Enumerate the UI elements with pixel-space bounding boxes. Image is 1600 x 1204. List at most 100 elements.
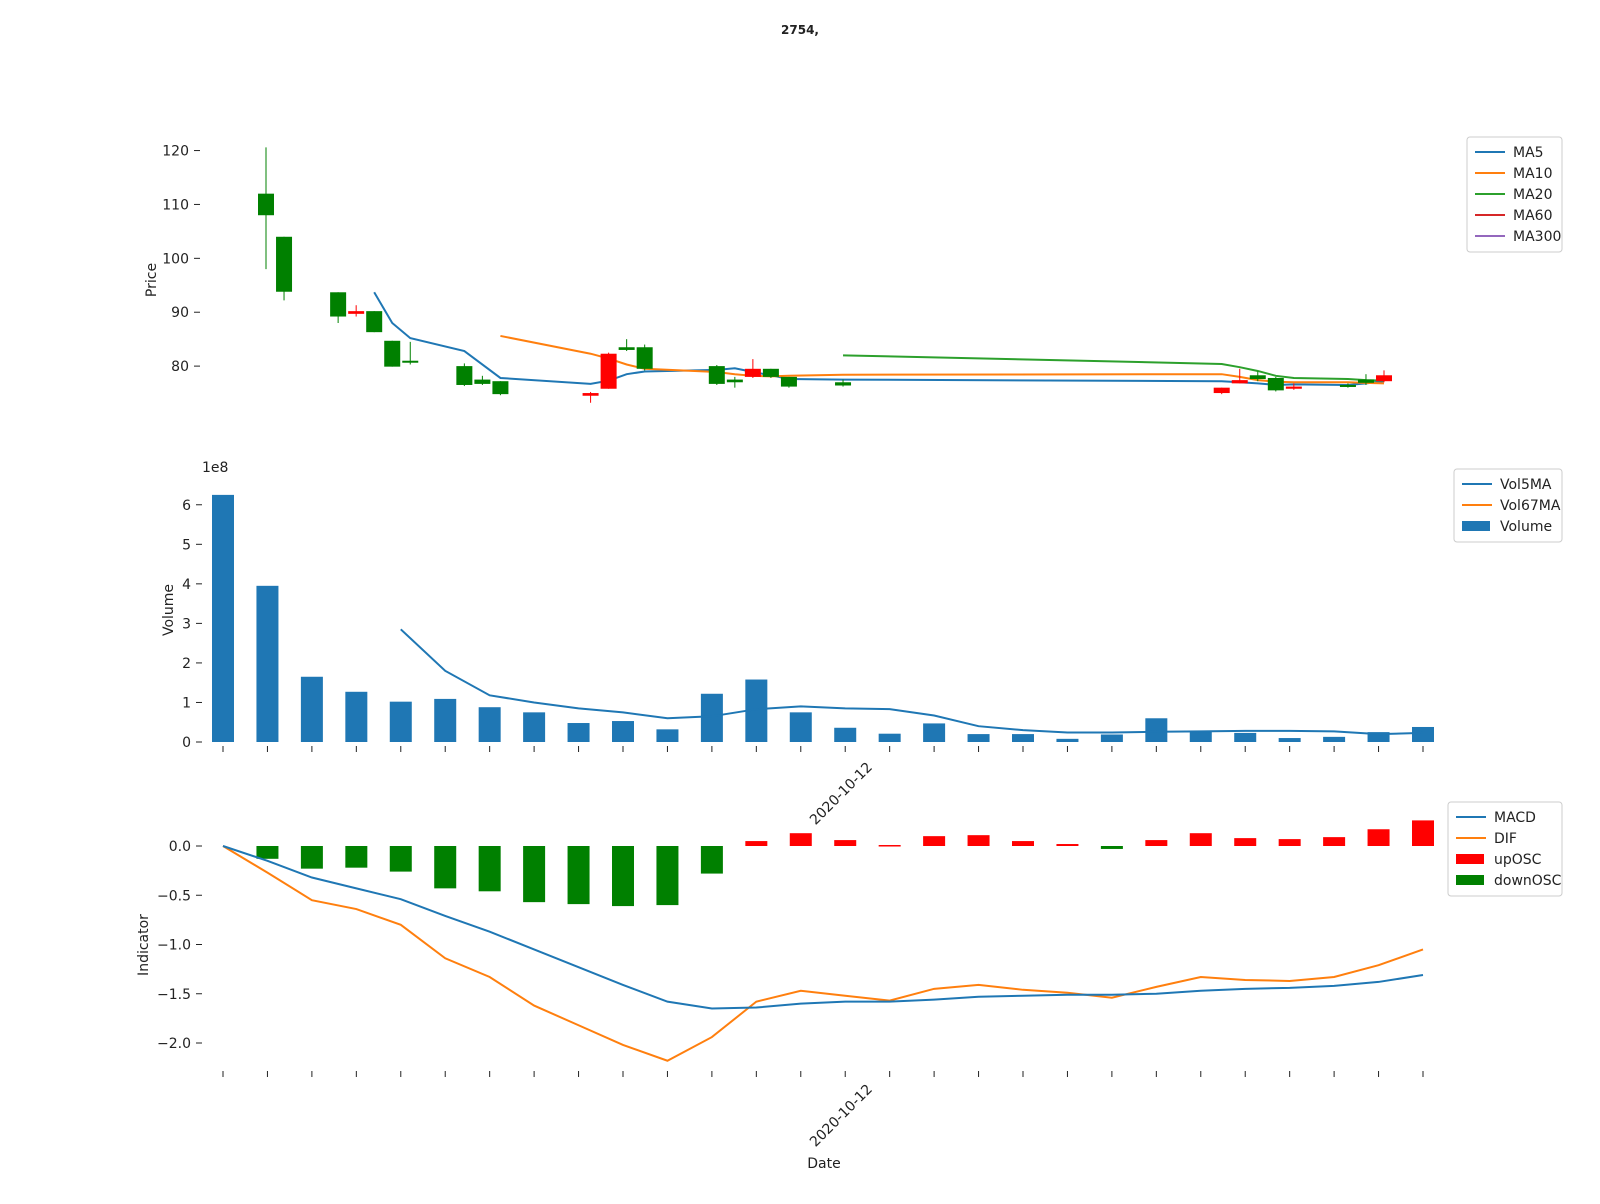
- price-candles: [258, 147, 1392, 403]
- volume-bar: [478, 707, 501, 742]
- volume-bar: [923, 723, 946, 742]
- indicator-y-tick-label: −0.5: [157, 888, 191, 904]
- up-osc-bar: [967, 835, 990, 846]
- candle-body: [474, 379, 491, 384]
- candle-body: [780, 376, 797, 387]
- up-osc-bar: [789, 833, 812, 846]
- volume-y-tick-label: 0: [182, 735, 191, 751]
- ma-line-ma5: [373, 291, 1385, 386]
- candle-body: [258, 193, 274, 216]
- candle-body: [1267, 377, 1284, 391]
- volume-offset-label: 1e8: [202, 460, 228, 476]
- volume-y-tick-label: 1: [182, 695, 191, 711]
- indicator-y-tick-label: 0.0: [169, 839, 191, 855]
- volume-y-tick-label: 2: [182, 656, 191, 672]
- candle-body: [456, 366, 473, 385]
- volume-bar: [523, 712, 546, 742]
- volume-bar: [1012, 734, 1034, 742]
- candle-body: [1339, 384, 1356, 387]
- candle-body: [1357, 379, 1374, 383]
- candle-body: [492, 381, 509, 395]
- down-osc-bar: [567, 846, 590, 905]
- legend-frame: [1466, 136, 1563, 253]
- up-osc-bar: [1278, 839, 1301, 846]
- candle-body: [330, 292, 347, 317]
- volume-bar: [612, 721, 634, 742]
- legend-label-volume: Volume: [1500, 519, 1552, 535]
- volume-bar: [789, 712, 812, 742]
- candle-body: [1249, 375, 1266, 380]
- candle-body: [618, 347, 635, 350]
- indicator-y-axis: 0.0 −0.5 −1.0 −1.5 −2.0: [157, 839, 202, 1052]
- down-osc-bar: [345, 846, 368, 868]
- up-osc-bar: [1234, 838, 1257, 846]
- up-osc-bar: [878, 845, 901, 847]
- legend-label-ma5: MA5: [1513, 145, 1544, 161]
- volume-y-label: Volume: [161, 584, 177, 636]
- volume-x-axis: [222, 746, 1424, 752]
- volume-bar: [1323, 736, 1346, 742]
- up-osc-bar: [1056, 844, 1079, 846]
- volume-bar: [300, 676, 323, 742]
- candle-body: [835, 382, 852, 386]
- volume-bar: [434, 698, 457, 742]
- volume-bar: [1145, 718, 1168, 742]
- volume-y-tick-label: 4: [182, 577, 191, 593]
- volume-y-tick-label: 5: [182, 537, 191, 553]
- price-y-axis: 80 90 100 110 120: [162, 144, 200, 375]
- volume-bar: [1367, 732, 1390, 742]
- indicator-legend: MACD DIF upOSC downOSC: [1447, 801, 1563, 897]
- volume-bar: [567, 723, 590, 742]
- price-legend: MA5 MA10 MA20 MA60 MA300: [1466, 136, 1563, 253]
- up-osc-bar: [1189, 833, 1212, 846]
- up-osc-bar: [1323, 837, 1346, 846]
- volume-bar: [212, 494, 234, 742]
- dif-line: [222, 845, 1424, 1062]
- legend-label-ma60: MA60: [1513, 208, 1552, 224]
- indicator-lines: [222, 845, 1424, 1062]
- osc-bars: [256, 820, 1434, 907]
- down-osc-bar: [434, 846, 457, 889]
- volume-bar: [1100, 734, 1123, 742]
- volume-bar: [878, 733, 901, 742]
- candle-body: [1376, 375, 1392, 382]
- candle-body: [582, 393, 599, 396]
- indicator-x-axis: [222, 1071, 1424, 1077]
- candle-body: [402, 360, 419, 363]
- chart-title: 2754,: [781, 23, 819, 37]
- candle-body: [366, 311, 383, 333]
- candle-body: [708, 366, 725, 384]
- volume-bar: [256, 585, 279, 742]
- macd-line: [222, 845, 1424, 1010]
- volume-legend: Vol5MA Vol67MA Volume: [1453, 468, 1563, 543]
- price-y-tick-label: 80: [171, 359, 189, 375]
- legend-swatch-uposc: [1456, 854, 1484, 864]
- indicator-date-tick-label: 2020-10-12: [807, 1082, 876, 1151]
- legend-label-downosc: downOSC: [1494, 873, 1562, 889]
- price-ma-lines: [373, 291, 1385, 386]
- down-osc-bar: [256, 846, 279, 859]
- indicator-y-label: Indicator: [136, 914, 152, 976]
- legend-swatch-volume: [1462, 521, 1490, 531]
- candle-body: [636, 347, 653, 369]
- indicator-y-tick-label: −1.5: [157, 987, 191, 1003]
- legend-label-vol67ma: Vol67MA: [1500, 498, 1561, 514]
- volume-bars: [212, 494, 1434, 742]
- legend-label-ma10: MA10: [1513, 166, 1552, 182]
- chart-title-bold: 2754,: [781, 23, 819, 37]
- volume-panel: 0 1 2 3 4 5 6 Volume 1e8 2020-10-12 Vol5MA Vol6…: [161, 460, 1563, 828]
- legend-label-vol5ma: Vol5MA: [1500, 477, 1552, 493]
- indicator-y-tick-label: −2.0: [157, 1036, 191, 1052]
- up-osc-bar: [745, 841, 768, 846]
- volume-bar: [745, 679, 768, 742]
- volume-bar: [1412, 726, 1434, 742]
- candle-body: [744, 368, 761, 377]
- ma-line-ma10: [500, 334, 1385, 385]
- down-osc-bar: [700, 846, 723, 874]
- x-axis-label: Date: [807, 1156, 840, 1172]
- price-y-tick-label: 100: [162, 251, 189, 267]
- volume-y-axis: 0 1 2 3 4 5 6: [182, 498, 202, 751]
- price-y-tick-label: 120: [162, 144, 189, 160]
- volume-bar: [345, 691, 368, 742]
